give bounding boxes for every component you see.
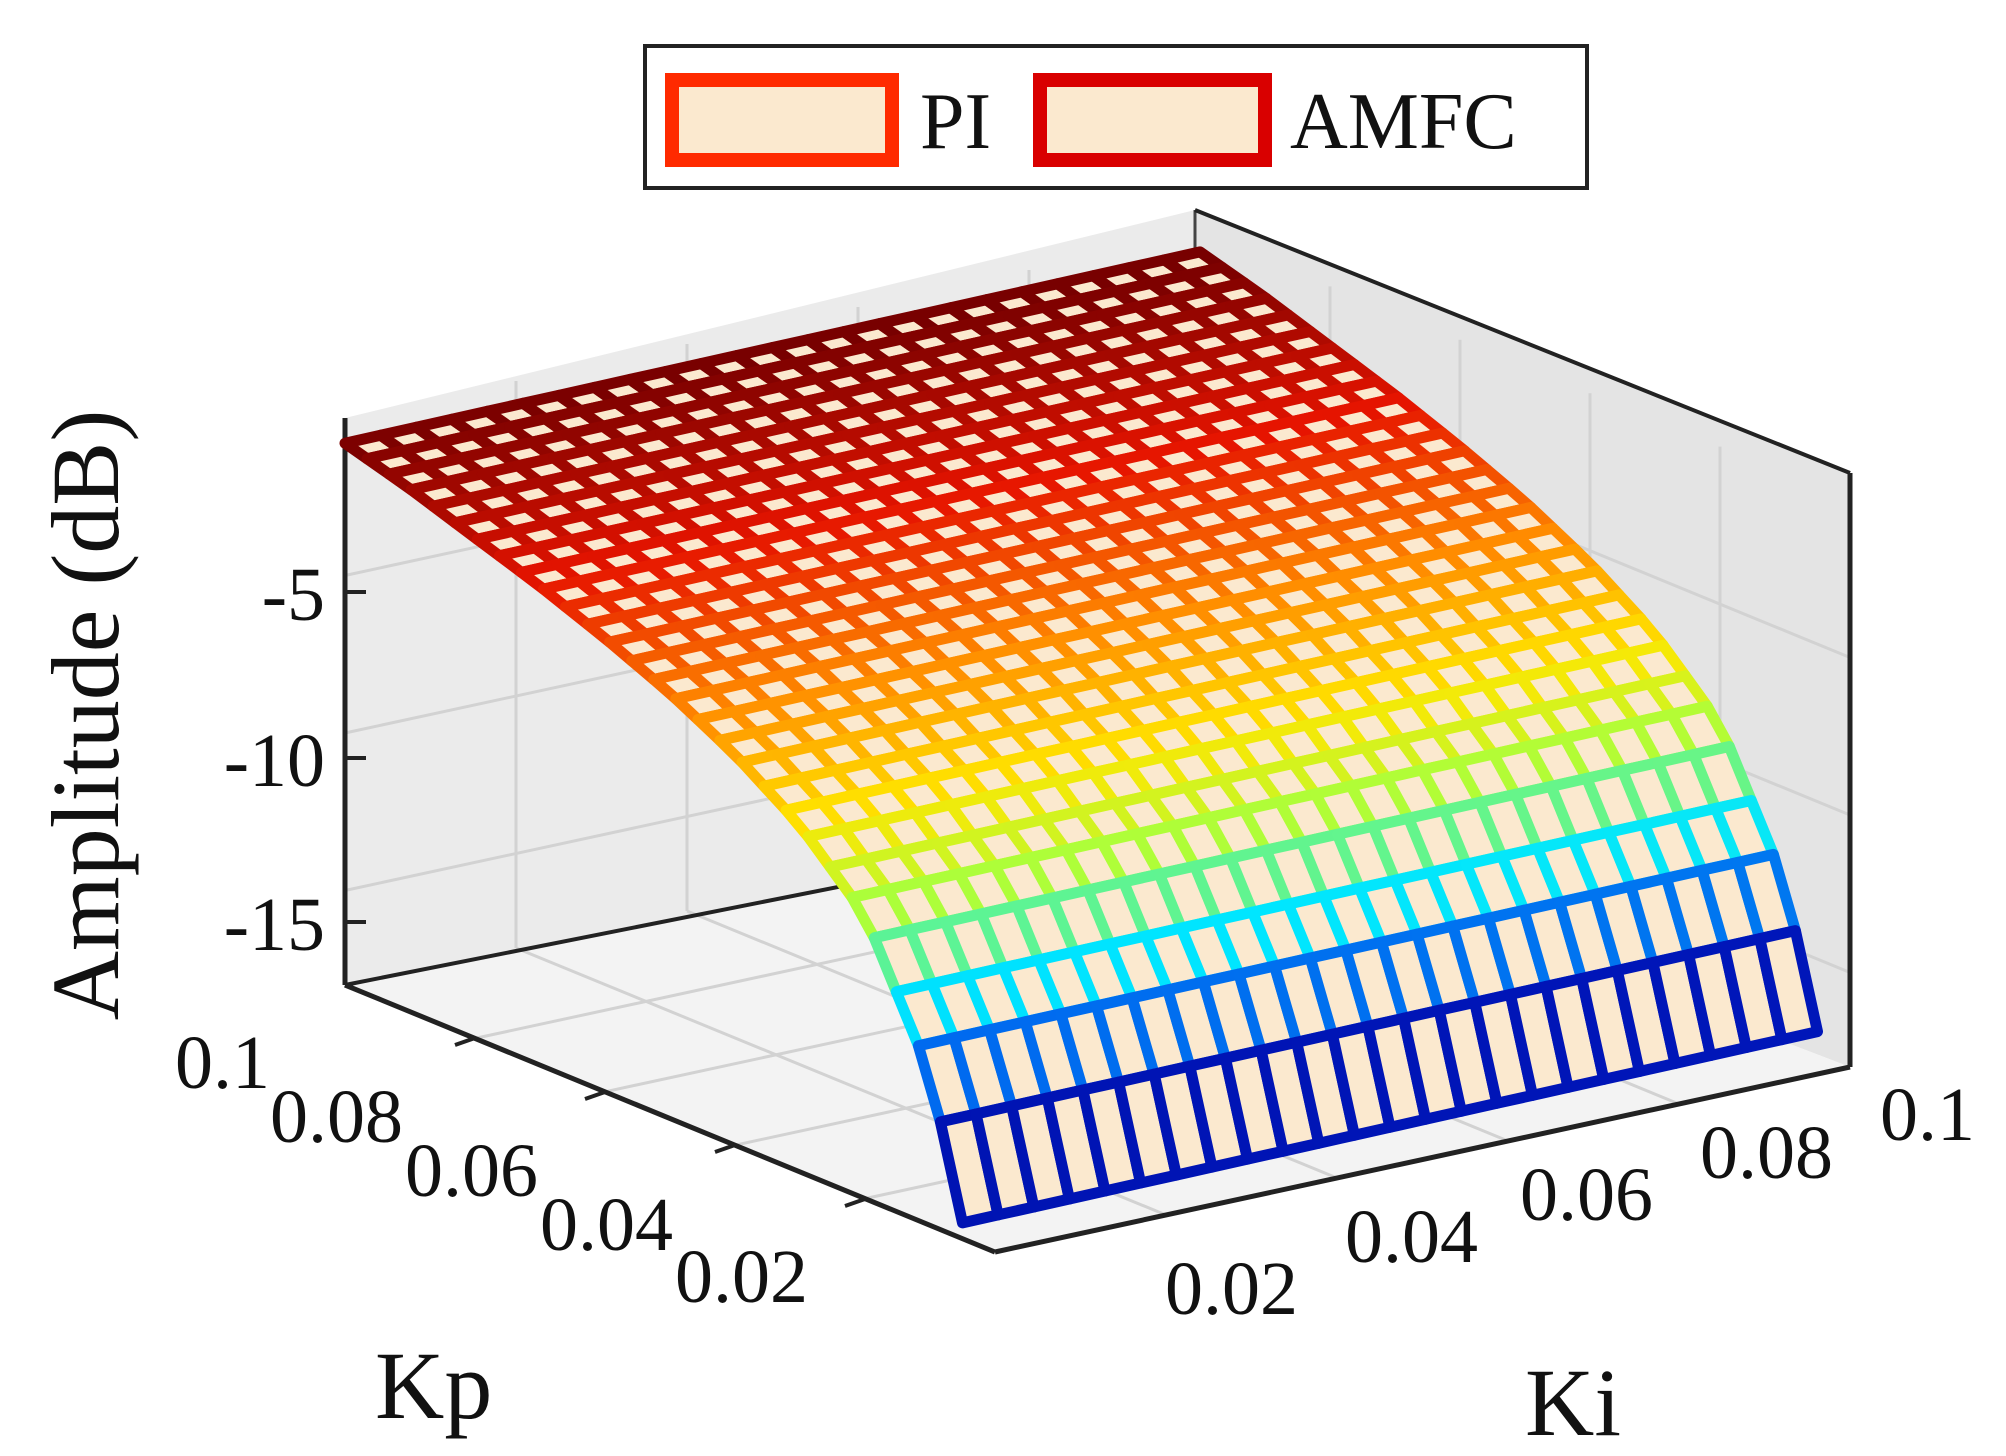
kp-axis-line: [344, 982, 996, 1255]
legend: PI AMFC: [643, 44, 1589, 190]
kp-tick-label: 0.06: [405, 1129, 538, 1213]
ki-tick-label: 0.02: [1165, 1247, 1298, 1331]
ki-tick-label: 0.04: [1345, 1195, 1478, 1279]
kp-tick-mark: [714, 1143, 736, 1154]
legend-label-pi: PI: [920, 78, 991, 166]
ki-tick-label: 0.1: [1880, 1073, 1975, 1157]
kp-tick-mark: [844, 1197, 866, 1208]
legend-swatch-pi: [665, 73, 899, 167]
z-axis-label: Amplitude (dB): [32, 410, 139, 1021]
kp-axis-label: Kp: [375, 1332, 492, 1439]
surface-mesh: [339, 246, 1823, 1229]
ki-tick-label: 0.06: [1520, 1153, 1653, 1237]
ki-axis-label: Ki: [1525, 1349, 1621, 1456]
ki-tick-label: 0.08: [1700, 1111, 1833, 1195]
ki-axis-line: [994, 1064, 1851, 1255]
kp-tick-label: 0.04: [540, 1183, 673, 1267]
z-tick-label: -10: [224, 719, 325, 803]
z-tick-label: -5: [262, 553, 325, 637]
kp-tick-label: 0.08: [270, 1075, 403, 1159]
kp-tick-mark: [584, 1090, 606, 1101]
z-tick-label: -15: [224, 883, 325, 967]
z-ticks: -5 -10 -15: [224, 553, 366, 967]
ki-ticks: 0.02 0.04 0.06 0.08 0.1: [1165, 1073, 1975, 1331]
kp-tick-label: 0.1: [175, 1021, 270, 1105]
surface-patch: [1754, 925, 1823, 1046]
legend-label-amfc: AMFC: [1290, 78, 1517, 166]
kp-ticks: 0.1 0.08 0.06 0.04 0.02: [175, 1021, 866, 1319]
legend-swatch-amfc: [1033, 73, 1272, 167]
kp-tick-label: 0.02: [675, 1235, 808, 1319]
top-right-edge: [1194, 208, 1851, 475]
kp-tick-mark: [454, 1036, 476, 1047]
